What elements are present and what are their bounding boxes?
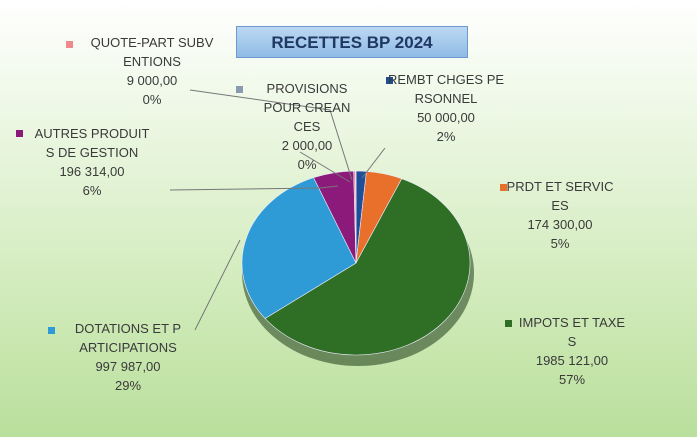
percent-label: 57% [558, 372, 586, 387]
data-label: QUOTE-PART SUBVENTIONS 9 000,00 0% [87, 33, 217, 109]
category-label: PROVISIONS POUR CREANCES [263, 81, 351, 134]
value-label: 50 000,00 [417, 110, 475, 125]
data-label: PRDT ET SERVICES 174 300,00 5% [505, 177, 615, 253]
leader-lines [169, 89, 386, 331]
percent-label: 29% [114, 378, 142, 393]
slices [241, 170, 471, 356]
percent-label: 0% [297, 157, 317, 172]
chart-title: RECETTES BP 2024 [236, 26, 468, 58]
pie-slice [264, 178, 471, 356]
pie-slice [241, 177, 357, 319]
percent-label: 5% [550, 236, 570, 251]
leader-line [299, 151, 351, 183]
legend-swatch [236, 86, 243, 93]
value-label: 1985 121,00 [535, 353, 609, 368]
value-label: 174 300,00 [527, 217, 593, 232]
leader-line [169, 185, 339, 191]
data-label: IMPOTS ET TAXES 1985 121,00 57% [517, 313, 627, 389]
value-label: 196 314,00 [59, 164, 125, 179]
leader-line [189, 89, 353, 181]
category-label: AUTRES PRODUITS DE GESTION [34, 126, 150, 160]
legend-swatch [48, 327, 55, 334]
category-label: DOTATIONS ET PARTICIPATIONS [74, 321, 182, 355]
legend-swatch [500, 184, 507, 191]
leader-line [194, 239, 241, 331]
data-label: AUTRES PRODUITS DE GESTION 196 314,00 6% [32, 124, 152, 200]
value-label: 9 000,00 [126, 73, 178, 88]
legend-swatch [16, 130, 23, 137]
data-label: DOTATIONS ET PARTICIPATIONS 997 987,00 29% [73, 319, 183, 395]
category-label: REMBT CHGES PERSONNEL [387, 72, 505, 106]
category-label: QUOTE-PART SUBVENTIONS [90, 35, 214, 69]
percent-label: 6% [82, 183, 102, 198]
percent-label: 2% [436, 129, 456, 144]
value-label: 997 987,00 [95, 359, 161, 374]
leader-line [361, 147, 386, 179]
legend-swatch [66, 41, 73, 48]
category-label: IMPOTS ET TAXES [518, 315, 626, 349]
legend-swatch [505, 320, 512, 327]
data-label: PROVISIONS POUR CREANCES 2 000,00 0% [262, 79, 352, 174]
data-label: REMBT CHGES PERSONNEL 50 000,00 2% [386, 70, 506, 146]
category-label: PRDT ET SERVICES [506, 179, 614, 213]
percent-label: 0% [142, 92, 162, 107]
value-label: 2 000,00 [281, 138, 333, 153]
legend-swatch [386, 77, 393, 84]
